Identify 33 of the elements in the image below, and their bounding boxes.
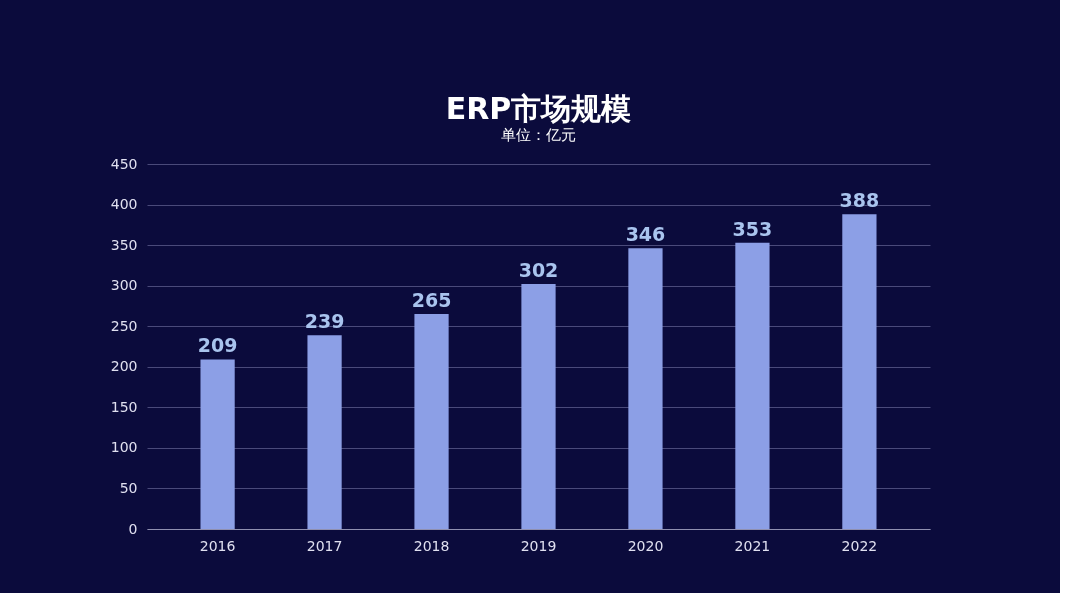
data-label: 302 bbox=[518, 259, 559, 282]
y-tick-label: 250 bbox=[110, 317, 138, 334]
x-tick-label: 2022 bbox=[841, 537, 878, 554]
x-tick-label: 2019 bbox=[520, 537, 557, 554]
y-tick-label: 400 bbox=[110, 196, 138, 213]
bar bbox=[414, 314, 449, 529]
chart-title: ERP市场规模 bbox=[445, 91, 632, 126]
y-tick-label: 150 bbox=[110, 398, 138, 415]
x-tick-label: 2021 bbox=[734, 537, 771, 554]
y-tick-label: 350 bbox=[110, 236, 138, 253]
y-tick-label: 100 bbox=[110, 439, 138, 456]
bar bbox=[628, 248, 663, 529]
x-tick-label: 2020 bbox=[627, 537, 664, 554]
bar bbox=[735, 242, 770, 529]
x-tick-label: 2017 bbox=[306, 537, 343, 554]
data-label: 209 bbox=[197, 334, 238, 357]
y-tick-label: 450 bbox=[110, 155, 138, 172]
y-tick-label: 300 bbox=[110, 277, 138, 294]
data-label: 346 bbox=[625, 223, 666, 246]
y-tick-label: 0 bbox=[128, 520, 138, 537]
data-label: 353 bbox=[732, 217, 773, 240]
bar bbox=[307, 335, 342, 529]
data-label: 388 bbox=[839, 189, 880, 212]
bar bbox=[200, 359, 235, 529]
y-tick-label: 200 bbox=[110, 358, 138, 375]
data-label: 239 bbox=[304, 310, 345, 333]
chart-subtitle: 单位：亿元 bbox=[501, 126, 576, 144]
bar bbox=[521, 284, 556, 529]
x-tick-label: 2018 bbox=[413, 537, 450, 554]
data-label: 265 bbox=[411, 289, 452, 312]
bar bbox=[842, 214, 877, 529]
x-tick-label: 2016 bbox=[199, 537, 236, 554]
y-tick-label: 50 bbox=[119, 479, 138, 496]
